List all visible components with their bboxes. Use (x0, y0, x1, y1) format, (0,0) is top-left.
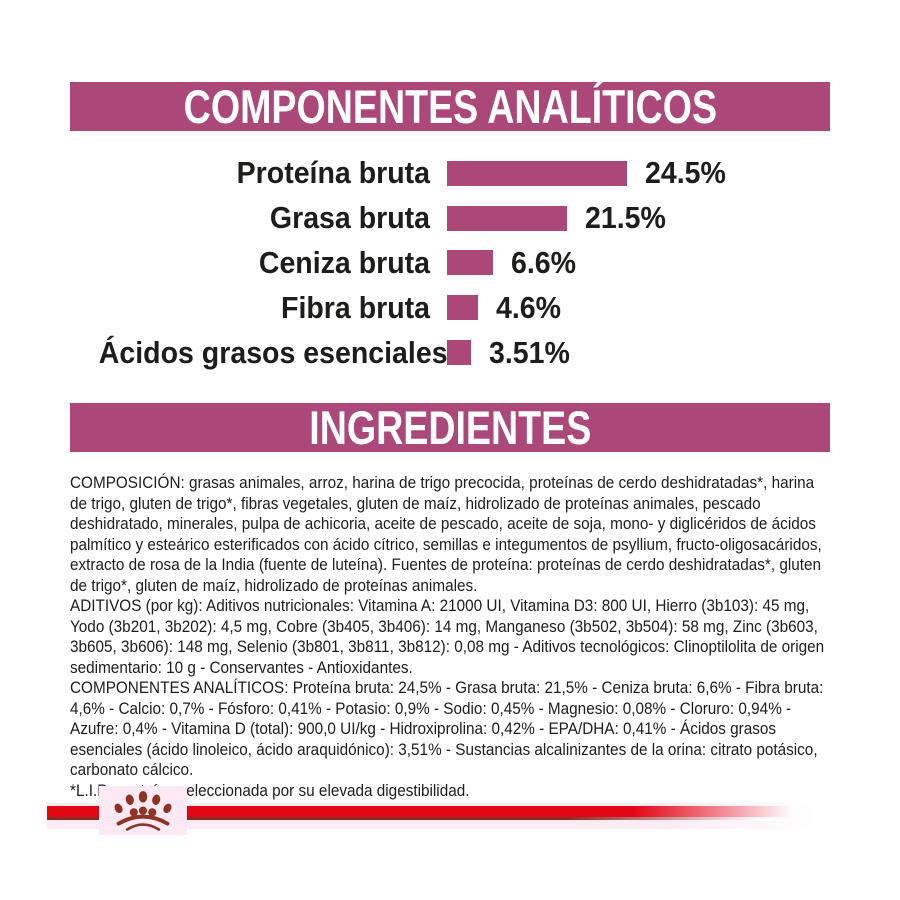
chart-category-label: Proteína bruta (236, 155, 430, 191)
chart-value-label: 3.51% (489, 334, 570, 370)
chart-value-label: 24.5% (645, 155, 726, 191)
analytical-components-title: COMPONENTES ANALÍTICOS (183, 80, 717, 133)
chart-row: Grasa bruta 21.5% (70, 196, 830, 241)
chart-row: Fibra bruta 4.6% (70, 285, 830, 330)
chart-value-label: 6.6% (511, 244, 577, 280)
red-stripe-shadow-line (47, 817, 789, 820)
chart-value-label: 21.5% (585, 200, 666, 236)
ingredients-title: INGREDIENTES (308, 401, 592, 454)
chart-category-label: Grasa bruta (269, 200, 430, 236)
chart-category-label: Fibra bruta (281, 289, 430, 325)
ingredients-text-block: COMPOSICIÓN: grasas animales, arroz, har… (70, 473, 833, 801)
analytical-components-header-band: COMPONENTES ANALÍTICOS (70, 82, 830, 131)
analytical-components-chart: Proteína bruta 24.5% Grasa bruta 21.5% Ceniz… (70, 151, 830, 375)
chart-row: Ácidos grasos esenciales 3.51% (70, 330, 830, 375)
chart-bar (447, 160, 627, 186)
analytical-constituents-paragraph: COMPONENTES ANALÍTICOS: Proteína bruta: … (70, 678, 824, 779)
chart-bar (447, 295, 478, 321)
chart-category-label: Ácidos grasos esenciales (98, 334, 448, 370)
additives-paragraph: ADITIVOS (por kg): Aditivos nutricionale… (70, 596, 825, 677)
chart-category-label: Ceniza bruta (258, 244, 430, 280)
chart-row: Proteína bruta 24.5% (70, 151, 830, 196)
red-stripe (47, 806, 799, 817)
chart-bar (447, 340, 471, 366)
crown-paw-icon (114, 790, 172, 831)
chart-value-label: 4.6% (496, 289, 562, 325)
chart-bar (447, 250, 493, 276)
chart-bar (447, 205, 567, 231)
chart-row: Ceniza bruta 6.6% (70, 241, 830, 286)
brand-logo-tile (99, 786, 187, 835)
ingredients-header-band: INGREDIENTES (70, 403, 830, 452)
composition-paragraph: COMPOSICIÓN: grasas animales, arroz, har… (70, 473, 822, 595)
